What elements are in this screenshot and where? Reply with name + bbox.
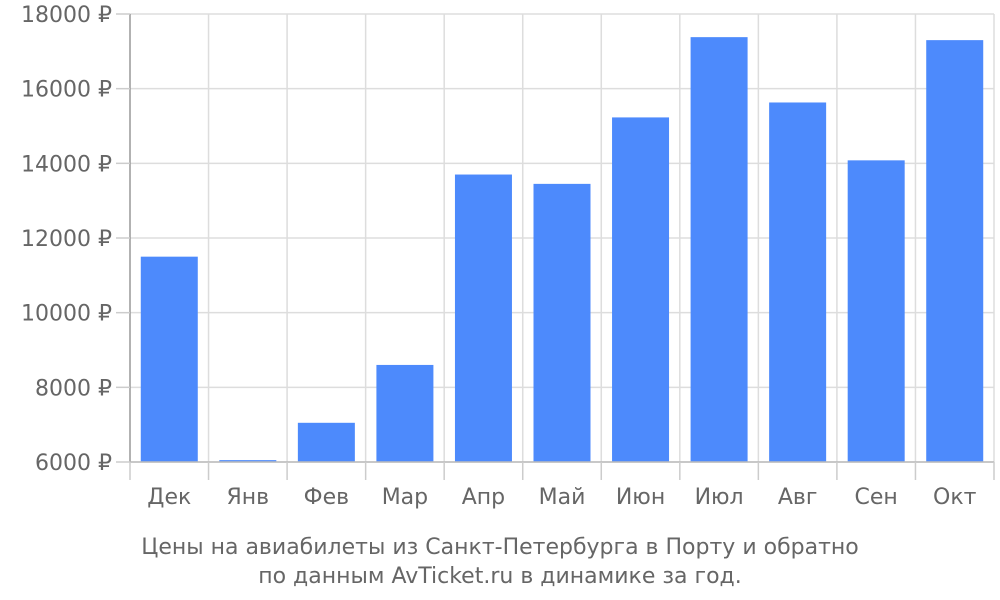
x-tick-label: Май [539,485,586,510]
chart-title-line-1: Цены на авиабилеты из Санкт-Петербурга в… [141,535,859,560]
bar-chart: 6000 ₽ 8000 ₽ 10000 ₽ 12000 ₽ 14000 ₽ 16000 ₽… [21,3,995,510]
bar [219,460,277,462]
y-tick-label: 16000 ₽ [21,78,112,103]
axes [116,13,995,480]
bar [926,40,984,463]
y-tick-label: 18000 ₽ [21,3,112,28]
bar [847,160,905,462]
x-tick-label: Фев [304,485,349,510]
bar [297,422,355,462]
y-tick-label: 8000 ₽ [35,376,112,401]
x-tick-label: Июн [616,485,665,510]
bar [533,183,591,462]
bar [690,37,748,462]
bar [454,174,512,463]
y-tick-label: 14000 ₽ [21,152,112,177]
x-tick-label: Июл [695,485,744,510]
x-tick-label: Сен [855,485,898,510]
x-tick-label: Окт [933,485,977,510]
bar [612,117,670,462]
bars [140,37,984,463]
bar [140,256,198,462]
grid [130,13,995,463]
y-tick-label: 12000 ₽ [21,227,112,252]
tick-labels: 6000 ₽ 8000 ₽ 10000 ₽ 12000 ₽ 14000 ₽ 16000 ₽… [21,3,977,510]
x-tick-label: Дек [147,485,191,510]
x-tick-label: Янв [226,485,269,510]
y-tick-label: 6000 ₽ [35,451,112,476]
x-tick-label: Авг [778,485,818,510]
x-tick-label: Апр [462,485,505,510]
x-tick-label: Мар [382,485,428,510]
bar [769,102,827,462]
y-tick-label: 10000 ₽ [21,302,112,327]
chart-title-line-2: по данным AvTicket.ru в динамике за год. [258,564,742,589]
bar [376,364,434,462]
